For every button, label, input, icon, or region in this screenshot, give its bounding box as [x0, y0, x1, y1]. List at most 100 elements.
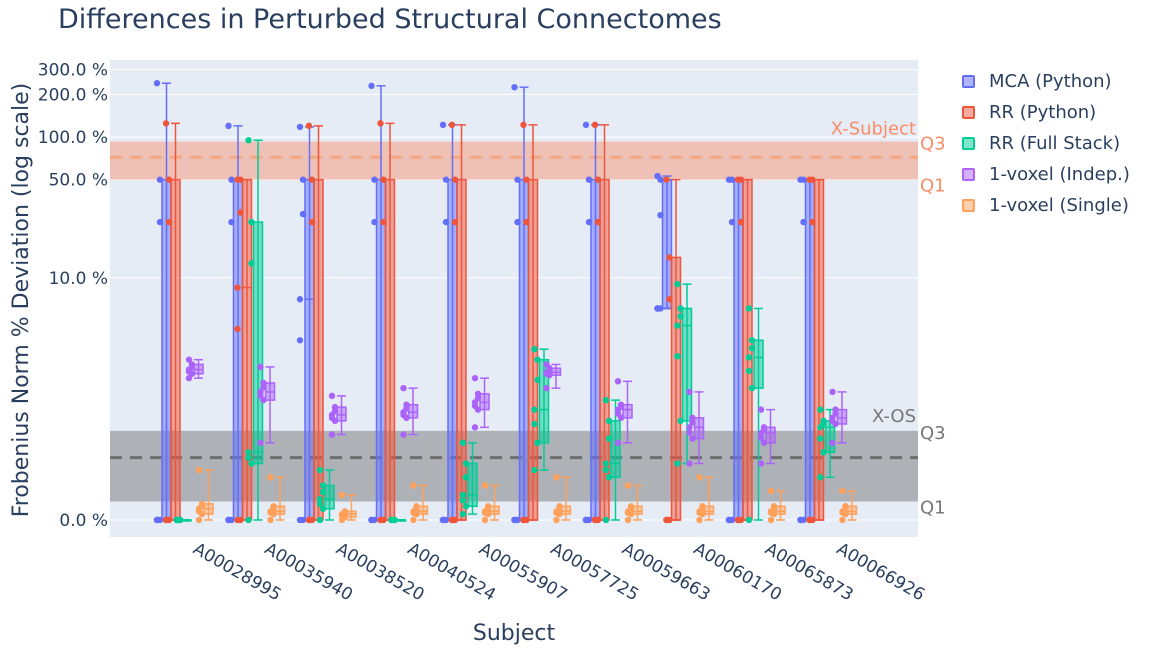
- legend-item[interactable]: RR (Full Stack): [962, 128, 1130, 159]
- data-point: [162, 516, 170, 524]
- data-point: [245, 449, 252, 456]
- data-point: [257, 363, 264, 371]
- data-point: [534, 356, 541, 363]
- y-tick-label: 0.0 %: [59, 511, 108, 531]
- data-point: [767, 487, 775, 495]
- data-point: [296, 296, 304, 303]
- data-point: [328, 392, 336, 400]
- data-point: [553, 509, 560, 516]
- data-point: [686, 460, 693, 467]
- reference-band: [110, 141, 918, 180]
- data-point: [305, 516, 313, 524]
- data-point: [829, 439, 836, 447]
- data-point: [728, 218, 736, 226]
- data-point: [677, 305, 684, 312]
- box: [804, 178, 816, 521]
- legend-swatch: [962, 199, 975, 212]
- box: [681, 307, 693, 422]
- data-point: [674, 280, 681, 288]
- legend-item[interactable]: RR (Python): [962, 97, 1130, 128]
- data-point: [696, 516, 703, 524]
- data-point: [319, 488, 327, 496]
- data-point: [380, 218, 387, 226]
- legend-item[interactable]: 1-voxel (Single): [962, 190, 1130, 221]
- data-point: [534, 439, 541, 447]
- box: [661, 178, 673, 310]
- data-point: [368, 82, 375, 90]
- legend-item[interactable]: 1-voxel (Indep.): [962, 159, 1130, 190]
- data-point: [410, 509, 417, 516]
- data-point: [829, 417, 836, 425]
- data-point: [514, 176, 521, 183]
- y-tick-label: 50.0 %: [49, 171, 108, 191]
- data-point: [654, 305, 661, 312]
- box: [733, 178, 744, 521]
- legend-label: 1-voxel (Indep.): [989, 164, 1130, 185]
- data-point: [696, 509, 703, 516]
- box: [538, 358, 550, 444]
- data-point: [459, 439, 467, 447]
- data-point: [523, 176, 530, 183]
- data-point: [296, 337, 304, 344]
- data-point: [195, 508, 203, 515]
- box: [610, 420, 621, 479]
- data-point: [745, 305, 753, 312]
- data-point: [605, 417, 613, 425]
- data-point: [617, 403, 625, 411]
- data-point: [602, 396, 610, 404]
- legend-label: 1-voxel (Single): [989, 195, 1129, 216]
- data-point: [800, 176, 807, 183]
- data-point: [657, 211, 664, 219]
- data-point: [296, 123, 304, 131]
- data-point: [531, 466, 538, 474]
- data-point: [531, 420, 538, 428]
- data-point: [442, 176, 450, 183]
- data-point: [173, 516, 181, 524]
- data-point: [368, 516, 375, 524]
- data-point: [767, 509, 775, 516]
- data-point: [624, 509, 632, 516]
- box: [489, 505, 500, 515]
- data-point: [237, 209, 244, 216]
- data-point: [267, 509, 274, 516]
- data-point: [817, 435, 824, 442]
- data-point: [757, 460, 765, 467]
- reference-band-label: X-OS: [872, 406, 916, 427]
- data-point: [514, 218, 521, 226]
- data-point: [474, 394, 482, 402]
- box: [518, 178, 530, 521]
- data-point: [234, 284, 241, 291]
- data-point: [185, 374, 193, 382]
- data-point: [663, 176, 670, 183]
- data-point: [442, 218, 450, 226]
- box: [161, 178, 172, 521]
- data-point: [674, 353, 681, 360]
- data-point: [248, 218, 255, 226]
- data-point: [585, 176, 593, 183]
- data-point: [439, 516, 447, 524]
- data-point: [745, 516, 753, 524]
- data-point: [800, 218, 807, 226]
- data-point: [185, 368, 193, 375]
- data-point: [585, 218, 593, 226]
- data-point: [319, 482, 327, 489]
- data-point: [225, 516, 232, 524]
- data-point: [459, 510, 467, 518]
- data-point: [839, 509, 846, 516]
- box: [753, 339, 764, 389]
- data-point: [316, 496, 324, 503]
- data-point: [543, 384, 550, 392]
- data-point: [338, 516, 346, 524]
- data-point: [748, 345, 756, 352]
- data-point: [481, 482, 489, 489]
- data-point: [674, 322, 681, 329]
- data-point: [296, 516, 304, 524]
- data-point: [582, 516, 590, 524]
- box: [407, 403, 419, 419]
- legend-item[interactable]: MCA (Python): [962, 66, 1130, 97]
- data-point: [663, 516, 670, 524]
- reference-q1-label: Q1: [920, 176, 946, 197]
- data-point: [686, 429, 693, 436]
- y-tick-label: 100.0 %: [38, 128, 108, 148]
